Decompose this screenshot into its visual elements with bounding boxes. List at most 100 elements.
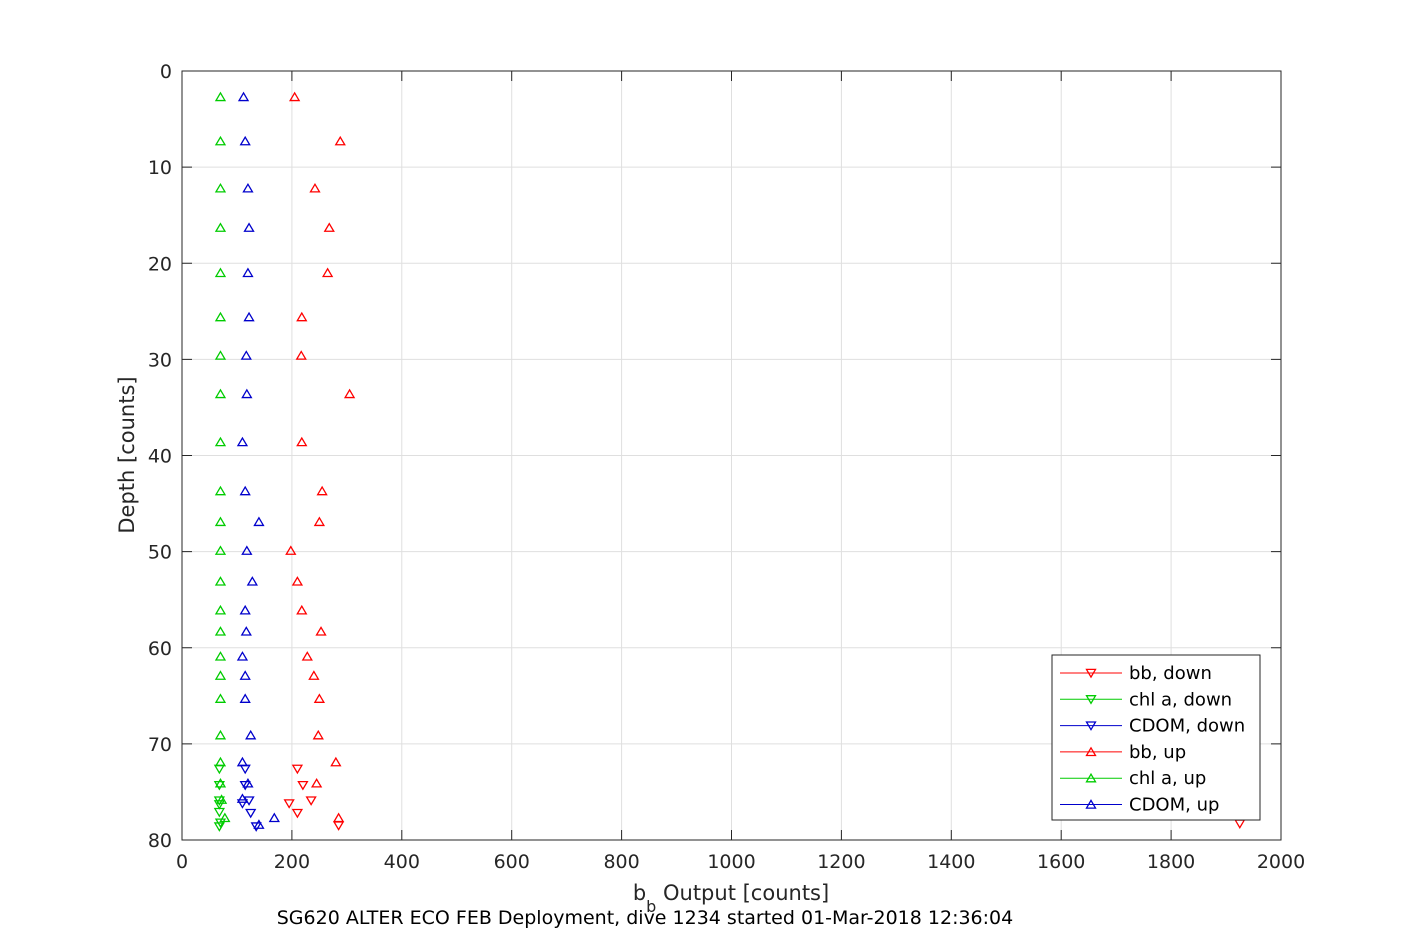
y-tick-label: 80 [148,830,172,852]
point-cdom-up [236,756,249,767]
x-tick-label: 400 [384,851,420,873]
point-cdom-up [239,135,251,146]
point-cdom-up [242,777,254,788]
point-cdom-down [245,808,257,819]
point-bb-up [289,91,301,102]
point-bb-up [313,693,326,703]
point-bb-up [323,222,335,232]
point-cdom-down [239,780,251,791]
y-tick-label: 70 [148,734,172,756]
point-cdom-up [243,311,255,322]
legend-label: chl a, down [1129,689,1232,710]
point-bb-up [315,626,327,636]
point-chl-a-up [214,545,227,555]
y-tick-label: 0 [160,61,172,83]
point-cdom-up [241,388,253,399]
point-bb-up [312,729,324,740]
legend-marker [1085,721,1097,731]
legend-label: chl a, up [1129,768,1206,789]
x-axis-label-rest: Output [counts] [656,881,829,905]
point-cdom-down [250,822,262,832]
point-chl-a-down [213,800,226,810]
point-chl-a-up [214,182,227,193]
point-chl-a-up [214,267,227,278]
y-tick-label: 30 [148,349,172,371]
point-chl-a-up [215,794,228,804]
legend-marker [1085,799,1097,809]
point-bb-up [285,545,297,555]
x-axis-label: bb Output [counts] [633,881,829,916]
point-cdom-up [245,729,257,740]
point-bb-down [305,796,317,806]
point-cdom-up [253,819,265,829]
point-bb-up [310,777,323,788]
point-cdom-down [236,799,249,809]
point-cdom-up [236,436,249,447]
legend-marker [1085,668,1097,679]
point-chl-a-up [214,670,227,680]
point-chl-a-up [214,651,227,661]
point-chl-a-up [214,576,227,586]
point-bb-up [296,604,308,615]
point-chl-a-up [214,604,227,615]
x-tick-label: 1600 [1037,851,1085,873]
y-axis-label: Depth [counts] [115,376,139,533]
point-bb-up [296,436,308,447]
point-chl-a-up [219,812,231,823]
legend-marker [1085,772,1097,783]
legend-box [1051,654,1261,821]
x-tick-label: 1200 [817,851,865,873]
legend-label: CDOM, down [1129,716,1245,737]
point-cdom-up [240,626,252,636]
point-chl-a-up [214,729,227,740]
point-bb-up [301,651,313,661]
y-tick-label: 60 [148,638,172,660]
point-cdom-up [236,651,249,661]
legend-marker [1085,695,1097,705]
y-tick-label: 10 [148,157,172,179]
point-bb-up [332,812,345,823]
point-chl-a-up [214,626,227,636]
point-bb-up [330,756,342,767]
point-bb-up [295,350,307,360]
legend-label: bb, down [1129,663,1212,684]
point-cdom-up [241,545,253,555]
point-chl-a-up [214,516,227,527]
point-bb-up [334,135,346,146]
point-bb-up [321,267,334,278]
point-bb-down [291,808,304,819]
point-bb-up [343,388,356,399]
point-bb-up [291,576,304,586]
point-chl-a-up [214,777,227,788]
x-tick-label: 2000 [1257,851,1305,873]
point-cdom-up [239,604,251,615]
point-cdom-up [236,793,249,803]
point-cdom-up [243,222,255,232]
point-chl-a-up [214,135,227,146]
point-bb-up [308,670,320,680]
legend-marker [1085,746,1097,757]
point-cdom-up [240,350,252,360]
x-tick-label: 1400 [927,851,975,873]
point-chl-a-up [214,693,227,703]
point-cdom-up [242,267,254,278]
x-axis-label-main: b [633,881,646,905]
figure-caption: SG620 ALTER ECO FEB Deployment, dive 123… [277,907,1013,929]
point-chl-a-down [213,807,226,818]
x-tick-label: 800 [603,851,639,873]
point-cdom-up [237,91,250,102]
point-chl-a-up [214,222,227,232]
legend-label: CDOM, up [1129,795,1219,816]
x-tick-label: 1800 [1147,851,1195,873]
x-tick-label: 600 [494,851,530,873]
point-bb-up [313,516,326,527]
point-cdom-up [239,670,251,680]
x-axis-label-subscript: b [646,897,656,916]
point-chl-a-up [214,91,227,102]
point-cdom-up [246,576,258,586]
point-bb-up [296,311,308,322]
point-chl-a-up [214,436,227,447]
x-tick-label: 0 [176,851,188,873]
x-tick-label: 200 [274,851,310,873]
